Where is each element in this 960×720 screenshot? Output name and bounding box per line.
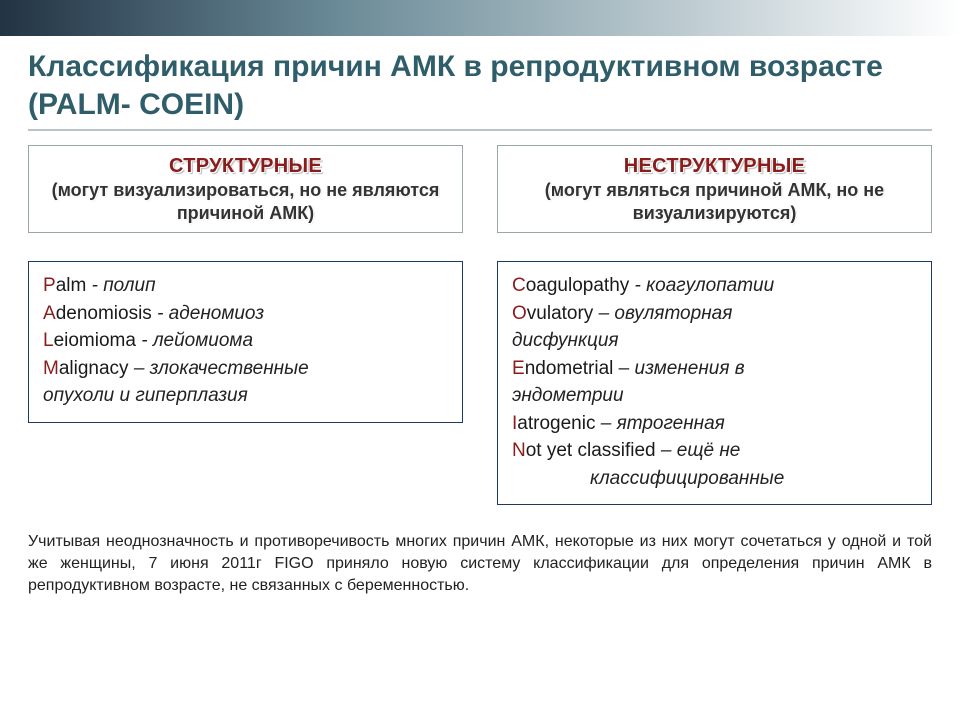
list-item: Malignacy – злокачественные [43,355,448,383]
slide-content: Классификация причин АМК в репродуктивно… [0,36,960,604]
slide-title: Классификация причин АМК в репродуктивно… [28,48,932,123]
structural-title: СТРУКТУРНЫЕ [41,154,450,179]
footnote-text: Учитывая неоднозначность и противоречиво… [28,531,932,596]
list-item: Ovulatory – овуляторная [512,300,917,328]
title-underline [28,129,932,131]
list-item-continuation: эндометрии [512,382,917,410]
list-item: Leiomioma - лейомиома [43,327,448,355]
list-item: Endometrial – изменения в [512,355,917,383]
nonstructural-subtitle: (могут являться причиной АМК, но не визу… [508,179,921,224]
coein-list-box: Coagulopathy - коагулопатииOvulatory – о… [497,261,932,505]
list-item-continuation: опухоли и гиперплазия [43,382,448,410]
structural-box: СТРУКТУРНЫЕ (могут визуализироваться, но… [28,145,463,233]
structural-subtitle: (могут визуализироваться, но не являются… [41,179,450,224]
left-column: СТРУКТУРНЫЕ (могут визуализироваться, но… [28,145,463,505]
list-item: Not yet classified – ещё не [512,437,917,465]
nonstructural-box: НЕСТРУКТУРНЫЕ (могут являться причиной А… [497,145,932,233]
right-column: НЕСТРУКТУРНЫЕ (могут являться причиной А… [497,145,932,505]
nonstructural-title: НЕСТРУКТУРНЫЕ [508,154,921,179]
list-item-continuation: классифицированные [512,465,917,493]
list-item: Iatrogenic – ятрогенная [512,410,917,438]
list-item-continuation: дисфункция [512,327,917,355]
list-item: Palm - полип [43,272,448,300]
list-item: Adenomiosis - аденомиоз [43,300,448,328]
header-gradient [0,0,960,36]
list-item: Coagulopathy - коагулопатии [512,272,917,300]
categories-row: СТРУКТУРНЫЕ (могут визуализироваться, но… [28,145,932,505]
palm-list-box: Palm - полипAdenomiosis - аденомиозLeiom… [28,261,463,423]
